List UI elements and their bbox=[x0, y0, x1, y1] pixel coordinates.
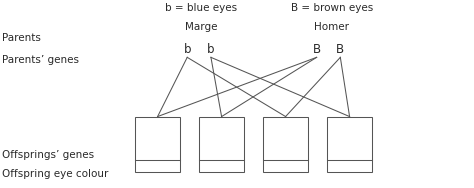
Text: Homer: Homer bbox=[314, 22, 349, 32]
Text: Parents’ genes: Parents’ genes bbox=[2, 55, 79, 65]
Text: Offspring eye colour: Offspring eye colour bbox=[2, 169, 109, 179]
Text: B: B bbox=[312, 43, 321, 56]
Text: B = brown eyes: B = brown eyes bbox=[291, 3, 373, 14]
Bar bbox=[263, 117, 308, 172]
Text: Marge: Marge bbox=[185, 22, 218, 32]
Bar bbox=[135, 117, 180, 172]
Text: Offsprings’ genes: Offsprings’ genes bbox=[2, 150, 94, 160]
Text: b: b bbox=[207, 43, 215, 56]
Text: B: B bbox=[336, 43, 345, 56]
Text: Parents: Parents bbox=[2, 33, 41, 43]
Bar bbox=[199, 117, 244, 172]
Bar bbox=[327, 117, 372, 172]
Text: b = blue eyes: b = blue eyes bbox=[165, 3, 237, 14]
Text: b: b bbox=[183, 43, 191, 56]
